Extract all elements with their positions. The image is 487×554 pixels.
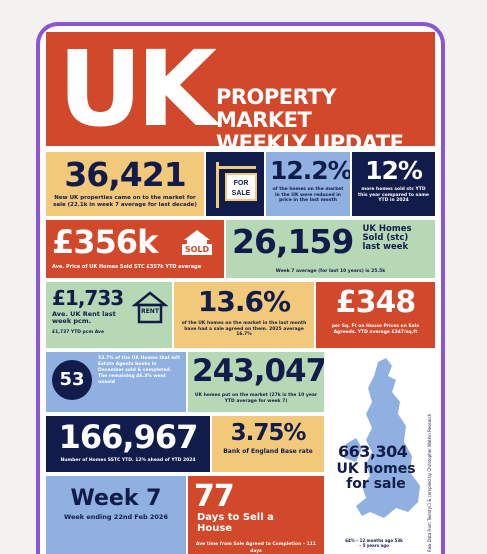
tile-week: Week 7 Week ending 22nd Feb 2026 (46, 476, 186, 554)
tile-estate-agents: 53 53.7% of the UK Homes that left Estat… (46, 352, 186, 412)
base-rate-label: Bank of England Base rate (223, 448, 313, 455)
rent-label: Ave. UK Rent last week pcm. (52, 310, 116, 325)
homes-sold-label: UK Homes Sold (stc) last week (362, 224, 412, 252)
uk-map-icon (344, 358, 420, 518)
tile-homes-for-sale: 663,304 UK homes for sale 64% – 12 month… (326, 352, 435, 554)
sstc-ytd-caption: Number of Homes SSTC YTD. 12% ahead of Y… (60, 458, 196, 463)
sold-tag: SOLD (184, 245, 210, 254)
homes-sold-value: 26,159 (232, 222, 354, 261)
reduced-since-caption: of the UK homes on the market in the las… (181, 321, 307, 337)
tile-base-rate: 3.75% Bank of England Base rate (212, 416, 324, 472)
rent-value: £1,733 (52, 286, 124, 310)
tile-days-to-sell: 77 Days to Sell a House Ave time from Sa… (188, 476, 324, 554)
more-sold-value: 12% (365, 156, 423, 185)
sstc-ytd-value: 166,967 (58, 418, 199, 456)
pct-badge: 53 (52, 360, 92, 400)
avg-price-value: £356k (52, 223, 158, 261)
data-source-note: Raw Data from TwentyCi & compiled by Chr… (427, 413, 432, 552)
tile-sstc-ytd: 166,967 Number of Homes SSTC YTD. 12% ah… (46, 416, 210, 472)
reduced-value: 12.2% (270, 156, 350, 185)
rent-house-icon: RENT (131, 290, 169, 324)
for-sale-footnote: 64% – 12 months ago 53k – 5 years ago (345, 538, 403, 548)
tile-per-sqft: £348 per Sq. Ft on House Prices on Sale … (316, 282, 435, 348)
reduced-caption: of the homes on the market in the UK wer… (272, 187, 344, 203)
days-to-sell-label: Days to Sell a House (197, 512, 274, 534)
for-sale-value: 663,304 (338, 442, 408, 461)
new-to-market-caption: UK homes put on the market (27k is the 1… (194, 393, 318, 404)
new-listings-value: 36,421 (64, 155, 186, 194)
base-rate-value: 3.75% (230, 420, 307, 446)
reduced-since-value: 13.6% (197, 285, 291, 318)
rent-tag: RENT (141, 308, 159, 315)
tile-new-to-market: 243,047 UK homes put on the market (27k … (188, 352, 324, 412)
homes-sold-caption: Week 7 average (for last 10 years) is 25… (275, 268, 386, 274)
new-to-market-value: 243,047 (192, 353, 324, 389)
rent-sub: £1,737 YTD pcm Ave (52, 330, 105, 335)
sold-house-icon: SOLD (178, 226, 216, 256)
tile-more-sold: 12% more homes sold stc YTD this year co… (352, 152, 435, 216)
tile-for-sale-sign: FOR SALE (206, 152, 264, 216)
tile-new-listings: 36,421 New UK properties came on to the … (46, 152, 204, 216)
days-to-sell-value: 77 (194, 479, 235, 514)
tile-reduced: 12.2% of the homes on the market in the … (266, 152, 350, 216)
per-sqft-caption: per Sq. Ft on House Prices on Sale Agree… (331, 324, 420, 335)
estate-caption: 53.7% of the UK Homes that left Estate A… (98, 356, 181, 385)
more-sold-caption: more homes sold stc YTD this year compar… (358, 187, 429, 203)
new-listings-caption: New UK properties came on to the market … (53, 195, 197, 208)
tile-rent: £1,733 Ave. UK Rent last week pcm. £1,73… (46, 282, 172, 348)
headline-line-2: WEEKLY UPDATE (216, 131, 404, 155)
days-to-sell-caption: Ave time from Sale Agreed to Completion … (195, 542, 317, 554)
infographic-card: UK PROPERTY MARKET WEEKLY UPDATE 36,421 … (36, 22, 445, 554)
header-banner: UK PROPERTY MARKET WEEKLY UPDATE (46, 28, 435, 155)
tile-avg-price: £356k SOLD Ave. Price of UK Homes Sold S… (46, 220, 224, 278)
tile-reduced-since: 13.6% of the UK homes on the market in t… (174, 282, 314, 348)
uk-title: UK (58, 28, 217, 150)
week-label: Week ending 22nd Feb 2026 (64, 513, 168, 521)
headline: PROPERTY MARKET WEEKLY UPDATE (216, 86, 435, 155)
tile-homes-sold: 26,159 UK Homes Sold (stc) last week Wee… (226, 220, 435, 278)
for-sale-sign-icon: FOR SALE (216, 162, 257, 208)
avg-price-caption: Ave. Price of UK Homes Sold STC £357k YT… (52, 264, 202, 270)
per-sqft-value: £348 (335, 285, 417, 320)
week-value: Week 7 (70, 486, 162, 511)
svg-text:FOR: FOR (234, 180, 249, 187)
headline-line-1: PROPERTY MARKET (216, 85, 336, 132)
svg-text:SALE: SALE (232, 190, 251, 197)
for-sale-label: UK homes for sale (336, 461, 416, 492)
